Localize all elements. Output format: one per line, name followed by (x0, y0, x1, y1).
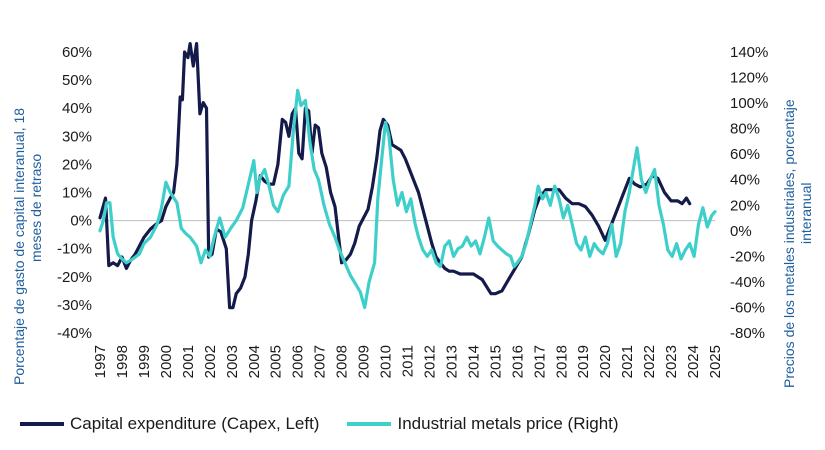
x-tick-label: 1997 (92, 345, 109, 378)
right-axis-title-line1: Precios de los metales industriales, por… (781, 99, 797, 388)
legend-item-capex: Capital expenditure (Capex, Left) (20, 414, 319, 434)
right-tick-label: 80% (730, 121, 760, 138)
right-tick-label: 100% (730, 95, 768, 112)
x-tick-label: 2008 (334, 345, 351, 378)
x-tick-label: 2009 (356, 345, 373, 378)
series-line-capex (98, 42, 692, 310)
x-tick-label: 2020 (597, 345, 614, 378)
x-tick-label: 2023 (663, 345, 680, 378)
x-tick-label: 2006 (290, 345, 307, 378)
right-tick-label: 40% (730, 172, 760, 189)
right-tick-label: 0% (730, 223, 752, 240)
x-tick-label: 2012 (421, 345, 438, 378)
x-tick-label: 2004 (246, 345, 263, 378)
x-tick-label: 2002 (202, 345, 219, 378)
x-tick-label: 2018 (553, 345, 570, 378)
right-tick-label: -40% (730, 274, 765, 291)
left-axis-title-line2: meses de retraso (28, 154, 44, 262)
x-tick-label: 2003 (224, 345, 241, 378)
x-tick-label: 2013 (443, 345, 460, 378)
x-tick-label: 2016 (509, 345, 526, 378)
left-tick-label: 60% (62, 44, 92, 61)
x-tick-label: 1999 (136, 345, 153, 378)
left-tick-label: -30% (57, 297, 92, 314)
left-axis-title-line1: Porcentaje de gasto de capital interanua… (11, 108, 27, 385)
right-tick-label: 60% (730, 146, 760, 163)
right-tick-label: -20% (730, 248, 765, 265)
right-axis-title-line2: interanual (798, 183, 814, 245)
legend-label-capex: Capital expenditure (Capex, Left) (70, 414, 320, 433)
x-tick-label: 2015 (487, 345, 504, 378)
left-tick-label: -20% (57, 269, 92, 286)
right-tick-label: -60% (730, 299, 765, 316)
left-tick-label: 10% (62, 185, 92, 202)
axis-ticks: 60% 50% 40% 30% 20% 10% 0% -10% -20% -30% -40% 140%… (57, 44, 768, 378)
right-tick-label: 120% (730, 70, 768, 87)
series-line-metals (98, 88, 717, 310)
series-lines (98, 42, 717, 310)
left-tick-label: -40% (57, 325, 92, 342)
right-tick-label: 20% (730, 197, 760, 214)
x-tick-label: 2014 (465, 345, 482, 378)
left-tick-label: 20% (62, 156, 92, 173)
x-tick-label: 1998 (114, 345, 131, 378)
x-tick-label: 2021 (619, 345, 636, 378)
left-tick-label: -10% (57, 241, 92, 258)
legend-swatch-metals (347, 422, 392, 426)
right-tick-label: 140% (730, 44, 768, 61)
x-tick-label: 2010 (378, 345, 395, 378)
left-tick-label: 50% (62, 72, 92, 89)
x-tick-label: 2019 (575, 345, 592, 378)
legend-label-metals: Industrial metals price (Right) (397, 414, 619, 433)
right-tick-label: -80% (730, 325, 765, 342)
x-tick-label: 2005 (268, 345, 285, 378)
left-tick-label: 40% (62, 100, 92, 117)
x-tick-label: 2011 (400, 345, 417, 377)
x-tick-label: 2025 (707, 345, 724, 378)
legend: Capital expenditure (Capex, Left) Indust… (20, 414, 647, 434)
x-tick-label: 2007 (312, 345, 329, 378)
x-tick-label: 2024 (685, 345, 702, 378)
x-tick-label: 2001 (180, 345, 197, 378)
left-tick-label: 30% (62, 128, 92, 145)
left-tick-label: 0% (70, 213, 92, 230)
x-tick-label: 2017 (531, 345, 548, 378)
x-tick-label: 2000 (158, 345, 175, 378)
legend-swatch-capex (20, 422, 64, 426)
x-tick-label: 2022 (641, 345, 658, 378)
legend-item-metals: Industrial metals price (Right) (347, 414, 619, 434)
